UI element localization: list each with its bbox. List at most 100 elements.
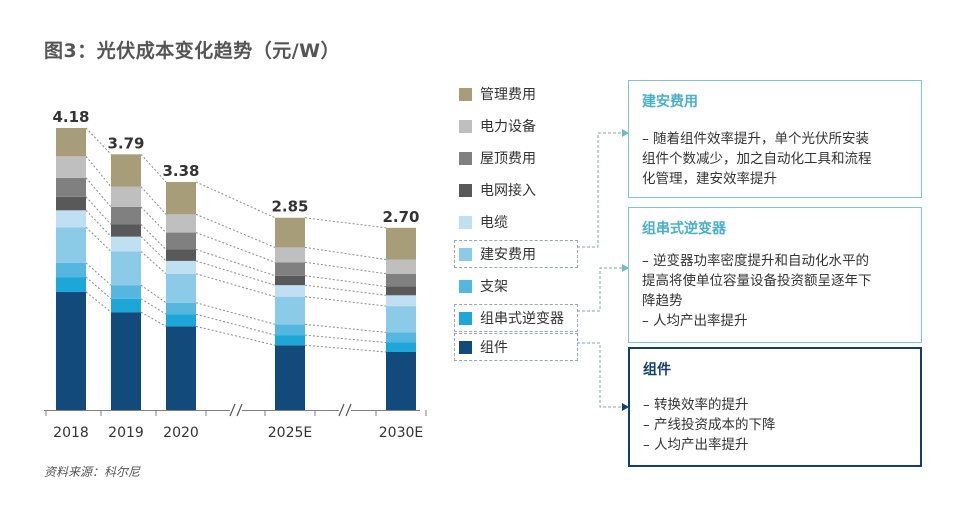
legend: 管理费用 电力设备 屋顶费用 电网接入 电缆 建安费用 支架 组串式逆变器 组件 <box>454 78 578 363</box>
total-label: 2.85 <box>271 198 308 216</box>
bar-segment <box>275 262 305 276</box>
total-label: 3.79 <box>107 134 144 152</box>
bar-segment <box>166 314 196 327</box>
legend-item-grid-access: 电网接入 <box>455 174 577 206</box>
bar-segment <box>56 262 86 278</box>
callout-line: – 转换效率的提升 <box>643 397 749 413</box>
connector-line <box>140 224 167 250</box>
legend-item-management: 管理费用 <box>455 78 577 110</box>
connector-line <box>195 260 276 286</box>
x-tick-label: 2030E <box>379 425 423 441</box>
callout-line: 组件个数减少，加之自动化工具和流程 <box>642 151 872 167</box>
bar-segment <box>111 312 141 410</box>
legend-swatch <box>459 183 472 197</box>
legend-swatch <box>459 87 472 101</box>
total-label: 2.70 <box>382 208 419 226</box>
connector-line <box>195 325 276 346</box>
legend-label: 组串式逆变器 <box>480 311 564 327</box>
bar-segment <box>166 249 196 261</box>
bar-segment <box>111 251 141 286</box>
axis-break-mark <box>338 403 345 417</box>
bar-segment <box>166 214 196 233</box>
legend-swatch <box>459 247 472 261</box>
legend-swatch <box>459 340 472 354</box>
connector-line <box>140 284 167 304</box>
bar-segment <box>386 342 416 352</box>
bar-segment <box>166 181 196 215</box>
connector-line <box>304 246 387 261</box>
total-label: 3.38 <box>162 162 199 180</box>
bar-segment <box>166 302 196 315</box>
legend-swatch <box>459 215 472 229</box>
legend-item-cable: 电缆 <box>455 206 577 238</box>
connector-line <box>195 213 276 248</box>
bar-segment <box>111 154 141 187</box>
total-label: 4.18 <box>52 108 89 126</box>
callout-line: 降趋势 <box>642 293 683 309</box>
bar-segment <box>275 217 305 248</box>
connector-line <box>85 262 112 286</box>
connector-line <box>195 248 276 277</box>
legend-label: 管理费用 <box>480 87 536 103</box>
bar-segment <box>386 351 416 410</box>
connector-line <box>85 156 112 188</box>
callout-title: 组串式逆变器 <box>642 221 726 237</box>
callout-body: – 转换效率的提升 – 产线投资成本的下降 – 人均产出率提升 <box>630 379 920 461</box>
bar-segment <box>275 285 305 297</box>
bar-segment <box>111 186 141 207</box>
connector-line <box>85 196 112 225</box>
axis-break-mark <box>345 403 352 417</box>
legend-swatch <box>459 279 472 293</box>
legend-item-power-equipment: 电力设备 <box>455 110 577 142</box>
connector-line <box>85 291 112 313</box>
axis-break-mark <box>229 403 236 417</box>
connector-line <box>304 344 387 353</box>
legend-label: 建安费用 <box>480 247 536 263</box>
bar-segment <box>386 332 416 343</box>
callout-line: – 人均产出率提升 <box>642 313 748 329</box>
legend-label: 电缆 <box>480 215 508 231</box>
connector-line <box>304 284 387 296</box>
bar-segment <box>111 236 141 252</box>
x-tick-label: 2018 <box>53 425 89 441</box>
connector-line <box>195 232 276 263</box>
connector-line <box>195 313 276 336</box>
callout-title: 建安费用 <box>642 94 698 110</box>
bar-segment <box>275 247 305 263</box>
bar-segment <box>275 335 305 346</box>
legend-label: 屋顶费用 <box>480 151 536 167</box>
connector-line <box>195 273 276 298</box>
bar-segment <box>166 260 196 274</box>
legend-swatch <box>459 119 472 133</box>
page-title: 图3：光伏成本变化趋势（元/W） <box>44 40 341 62</box>
bar-segment <box>56 227 86 263</box>
connector-line <box>195 181 276 219</box>
connector-line <box>304 323 387 333</box>
callout-line: – 产线投资成本的下降 <box>643 417 776 433</box>
callout-module: 组件 – 转换效率的提升 – 产线投资成本的下降 – 人均产出率提升 <box>628 347 922 467</box>
connector-line <box>140 206 167 233</box>
bar-segment <box>111 206 141 225</box>
axis-break-mark <box>236 403 243 417</box>
connector-line <box>195 302 276 325</box>
bar-segment <box>111 224 141 237</box>
bar-segment <box>111 285 141 299</box>
legend-swatch <box>459 151 472 165</box>
legend-item-installation: 建安费用 <box>454 240 578 268</box>
bar-segment <box>56 128 86 157</box>
callout-body: – 随着组件效率提升，单个光伏所安装 组件个数减少，加之自动化工具和流程 化管理… <box>629 111 921 195</box>
bar-segment <box>56 291 86 410</box>
bar-segment <box>275 345 305 410</box>
legend-label: 电网接入 <box>480 183 536 199</box>
connector-line <box>304 334 387 344</box>
bar-segment <box>386 295 416 307</box>
bar-segment <box>386 227 416 260</box>
x-tick-label: 2025E <box>268 425 312 441</box>
callout-line: – 随着组件效率提升，单个光伏所安装 <box>642 131 870 147</box>
legend-item-roof: 屋顶费用 <box>455 142 577 174</box>
connector-line <box>140 298 167 315</box>
x-tick-label: 2020 <box>163 425 199 441</box>
bar-segment <box>386 273 416 287</box>
bar-segment <box>56 210 86 228</box>
bar-segment <box>275 275 305 286</box>
